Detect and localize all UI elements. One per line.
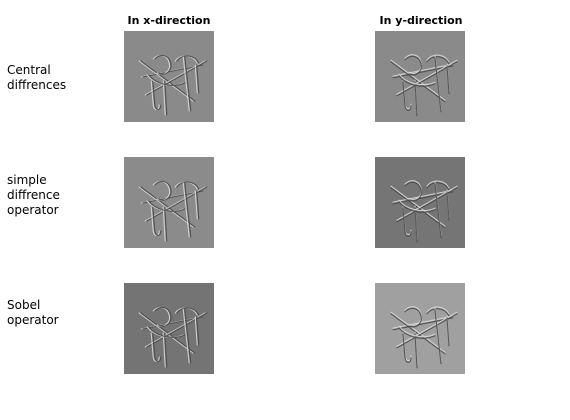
gradient-image: [375, 283, 465, 374]
row-label-line: diffrences: [7, 78, 67, 92]
row-label-sobel-operator: Sobel operator: [7, 298, 59, 328]
row-label-central-differences: Central diffrences: [7, 63, 66, 93]
row-label-simple-difference-operator: simple diffrence operator: [7, 173, 60, 218]
gradient-image: [124, 157, 214, 248]
image-central-y: [375, 31, 465, 122]
gradient-image: [124, 31, 214, 122]
image-simple-y: [375, 157, 465, 248]
image-sobel-y: [375, 283, 465, 374]
row-label-line: operator: [7, 313, 59, 327]
image-sobel-x: [124, 283, 214, 374]
column-title-y-direction: In y-direction: [379, 14, 463, 27]
row-label-line: operator: [7, 203, 59, 217]
row-label-line: simple: [7, 173, 47, 187]
row-label-line: Central: [7, 63, 51, 77]
gradient-image: [375, 31, 465, 122]
gradient-image: [375, 157, 465, 248]
row-label-line: Sobel: [7, 298, 41, 312]
row-label-line: diffrence: [7, 188, 60, 202]
image-central-x: [124, 31, 214, 122]
image-simple-x: [124, 157, 214, 248]
gradient-image: [124, 283, 214, 374]
column-title-x-direction: In x-direction: [127, 14, 211, 27]
